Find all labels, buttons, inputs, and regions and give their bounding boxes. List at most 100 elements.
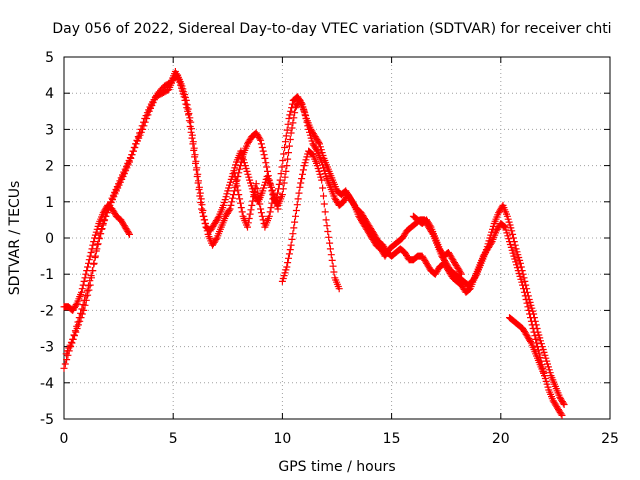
data-point [129,147,137,155]
data-point [262,159,270,167]
data-point [289,119,297,127]
data-point [519,270,527,278]
x-tick-label: 10 [273,431,291,447]
data-point [79,281,87,289]
data-point [130,144,138,151]
data-point [541,372,548,380]
data-point [194,179,202,187]
data-point [244,223,251,231]
data-point [181,96,189,104]
data-point [281,173,289,181]
data-point [78,305,86,313]
axis-ticks: -5 -4 -3 -2 -1 0 1 2 3 4 5 0 5 10 15 20 25 [40,50,619,447]
data-point [233,182,241,190]
data-point [274,189,282,197]
data-point [320,192,327,200]
data-point [190,146,198,154]
data-point [180,93,188,101]
data-point [290,114,298,122]
data-point [137,125,145,133]
data-point [265,212,273,220]
data-point [518,267,526,275]
data-point [324,228,332,235]
data-point [225,207,233,214]
data-point [285,149,292,157]
data-point [458,270,465,278]
data-point [322,216,330,224]
data-point [192,166,200,174]
data-point [81,296,88,304]
data-point [531,332,539,340]
data-point [236,195,244,203]
data-point [298,175,306,183]
data-point [266,208,274,216]
data-point [320,200,328,208]
data-point [134,133,142,141]
data-point [238,208,246,216]
data-point [297,99,305,107]
data-point [523,299,531,307]
y-tick-label: 3 [45,122,54,138]
data-point [254,190,262,198]
data-point [257,209,265,217]
data-point [257,136,265,144]
data-point [257,140,265,148]
data-point [79,301,87,309]
data-point [510,234,517,242]
data-point [85,282,92,290]
data-point [193,173,201,180]
data-point [287,241,295,249]
x-tick-label: 15 [383,431,401,447]
data-point [531,317,539,325]
data-point [325,233,333,241]
data-points [60,68,568,419]
data-point [94,241,102,248]
data-point [287,107,295,115]
data-point [84,263,92,271]
data-point [275,185,282,193]
y-tick-label: 1 [45,195,54,211]
data-point [285,254,292,262]
data-point [278,191,286,199]
data-point [86,277,94,285]
data-point [74,318,82,326]
data-point [247,206,255,214]
data-point [276,176,284,184]
data-point [321,208,329,216]
data-point [285,250,293,258]
data-point [80,277,88,285]
data-point [560,401,568,408]
data-point [230,187,238,195]
data-point [280,150,288,158]
data-point [256,200,264,208]
data-point [282,132,290,140]
data-point [189,140,197,148]
data-point [287,129,295,137]
data-point [83,267,91,275]
data-point [510,238,518,246]
data-point [279,157,287,164]
data-point [232,178,240,185]
y-tick-label: 0 [45,231,54,247]
data-point [200,216,208,224]
data-point [198,205,206,213]
data-point [288,104,296,112]
x-tick-label: 0 [60,431,69,447]
data-point [261,154,269,162]
y-tick-label: 5 [45,50,54,66]
data-point [188,134,196,142]
data-point [100,217,108,225]
data-point [256,135,264,143]
data-point [236,165,244,173]
data-point [231,173,239,181]
data-point [295,189,303,197]
data-point [335,285,343,293]
x-tick-label: 20 [492,431,510,447]
chart-title: Day 056 of 2022, Sidereal Day-to-day VTE… [52,21,611,37]
data-point [532,321,540,329]
data-point [511,241,519,249]
data-point [77,309,85,317]
data-point [283,263,291,271]
data-point [533,325,541,332]
